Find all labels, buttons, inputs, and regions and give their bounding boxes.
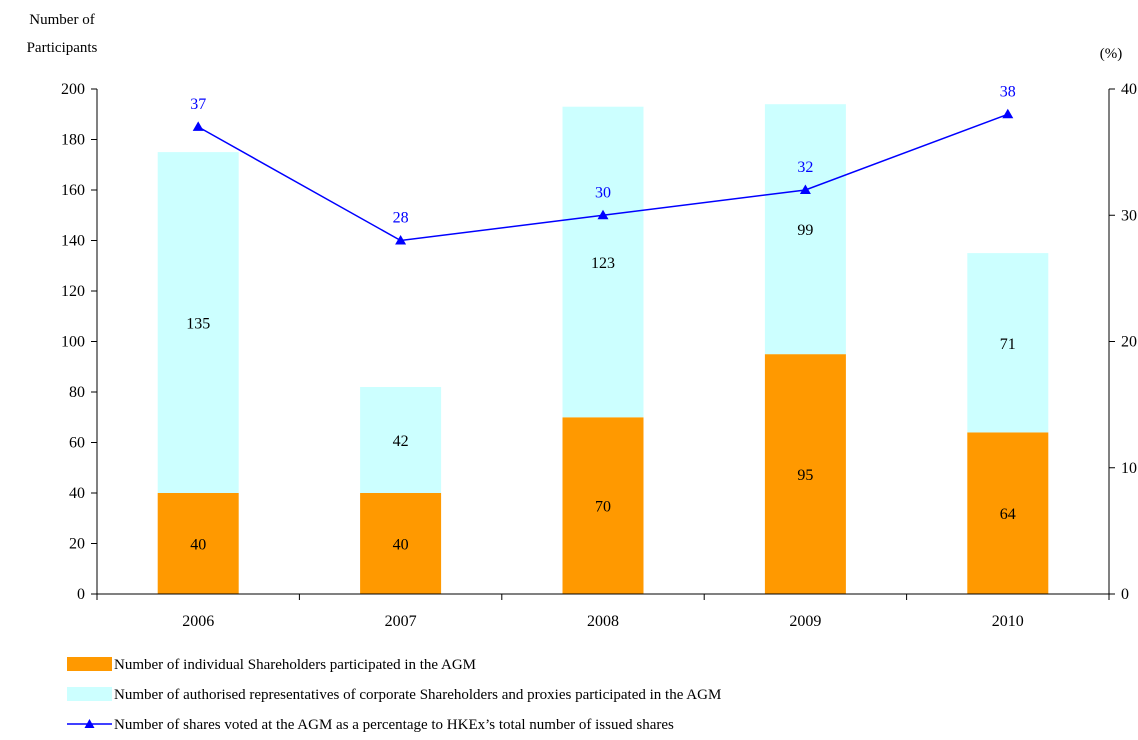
- y-left-tick-label-60: 60: [69, 435, 85, 452]
- x-tick-label-2007: 2007: [385, 613, 417, 630]
- y-left-tick-label-140: 140: [61, 233, 85, 250]
- bar-2010-series-1: [967, 432, 1049, 594]
- bar-2007-series-1: [360, 493, 442, 594]
- x-tick-label-2008: 2008: [587, 613, 619, 630]
- x-tick-label-2006: 2006: [182, 613, 214, 630]
- legend: Number of individual Shareholders partic…: [67, 657, 721, 733]
- bar-label-2007-series-2: 42: [393, 433, 409, 450]
- y-left-tick-label-200: 200: [61, 81, 85, 98]
- bar-2008-series-1: [562, 417, 644, 595]
- legend-swatch-1: [67, 657, 112, 671]
- x-tick-label-2009: 2009: [789, 613, 821, 630]
- bar-2007-series-2: [360, 387, 442, 493]
- line-point-2010: [1002, 108, 1014, 119]
- bar-2010-series-2: [967, 253, 1049, 433]
- bar-2009-series-1: [764, 354, 846, 594]
- legend-label-3: Number of shares voted at the AGM as a p…: [114, 717, 674, 733]
- line-label-2009: 32: [797, 159, 813, 176]
- bar-2006-series-1: [157, 493, 239, 594]
- bar-label-2009-series-1: 95: [797, 467, 813, 484]
- axes-layer: 0 20 40 60 80 100 120 140 160 180 200 0 10 20 30 40 2006…: [61, 81, 1137, 630]
- y-left-tick-label-180: 180: [61, 132, 85, 149]
- y-axis-left-title-line-2: Participants: [27, 40, 98, 56]
- line-label-2010: 38: [1000, 83, 1016, 100]
- line-point-2008: [597, 209, 609, 220]
- y-axis-right-title: (%): [1100, 46, 1123, 62]
- y-left-tick-label-100: 100: [61, 334, 85, 351]
- bars-layer: 40 135 40 42 70 123 95 99 64 71: [157, 104, 1049, 595]
- bar-label-2009-series-2: 99: [797, 222, 813, 239]
- bar-label-2006-series-2: 135: [186, 316, 210, 333]
- y-right-tick-label-30: 30: [1121, 207, 1137, 224]
- bar-2009-series-2: [764, 104, 846, 355]
- bar-label-2010-series-1: 64: [1000, 506, 1016, 523]
- bar-2008-series-2: [562, 106, 644, 418]
- y-left-tick-label-0: 0: [77, 586, 85, 603]
- bar-label-2008-series-1: 70: [595, 499, 611, 516]
- legend-swatch-2: [67, 687, 112, 701]
- line-point-2009: [799, 184, 811, 194]
- y-right-tick-label-40: 40: [1121, 81, 1137, 98]
- y-axis-left-title-line-1: Number of: [29, 12, 94, 28]
- bar-label-2010-series-2: 71: [1000, 336, 1016, 353]
- bar-2006-series-2: [157, 152, 239, 493]
- y-left-tick-label-120: 120: [61, 283, 85, 300]
- bar-label-2006-series-1: 40: [190, 537, 206, 554]
- y-right-tick-label-10: 10: [1121, 460, 1137, 477]
- legend-marker-3: [84, 719, 95, 728]
- y-right-tick-label-0: 0: [1121, 586, 1129, 603]
- bar-label-2007-series-1: 40: [393, 537, 409, 554]
- line-series-layer: 37 28 30 32 38: [190, 83, 1016, 245]
- y-left-tick-label-80: 80: [69, 384, 85, 401]
- x-tick-label-2010: 2010: [992, 613, 1024, 630]
- legend-label-2: Number of authorised representatives of …: [114, 687, 721, 703]
- bar-label-2008-series-2: 123: [591, 255, 615, 272]
- line-label-2007: 28: [393, 210, 409, 227]
- legend-label-1: Number of individual Shareholders partic…: [114, 657, 476, 673]
- line-point-2007: [395, 235, 407, 245]
- line-label-2006: 37: [190, 96, 206, 113]
- y-right-tick-label-20: 20: [1121, 334, 1137, 351]
- y-left-tick-label-160: 160: [61, 182, 85, 199]
- y-left-tick-label-20: 20: [69, 536, 85, 553]
- line-label-2008: 30: [595, 184, 611, 201]
- y-left-tick-label-40: 40: [69, 485, 85, 502]
- line-point-2006: [192, 121, 204, 131]
